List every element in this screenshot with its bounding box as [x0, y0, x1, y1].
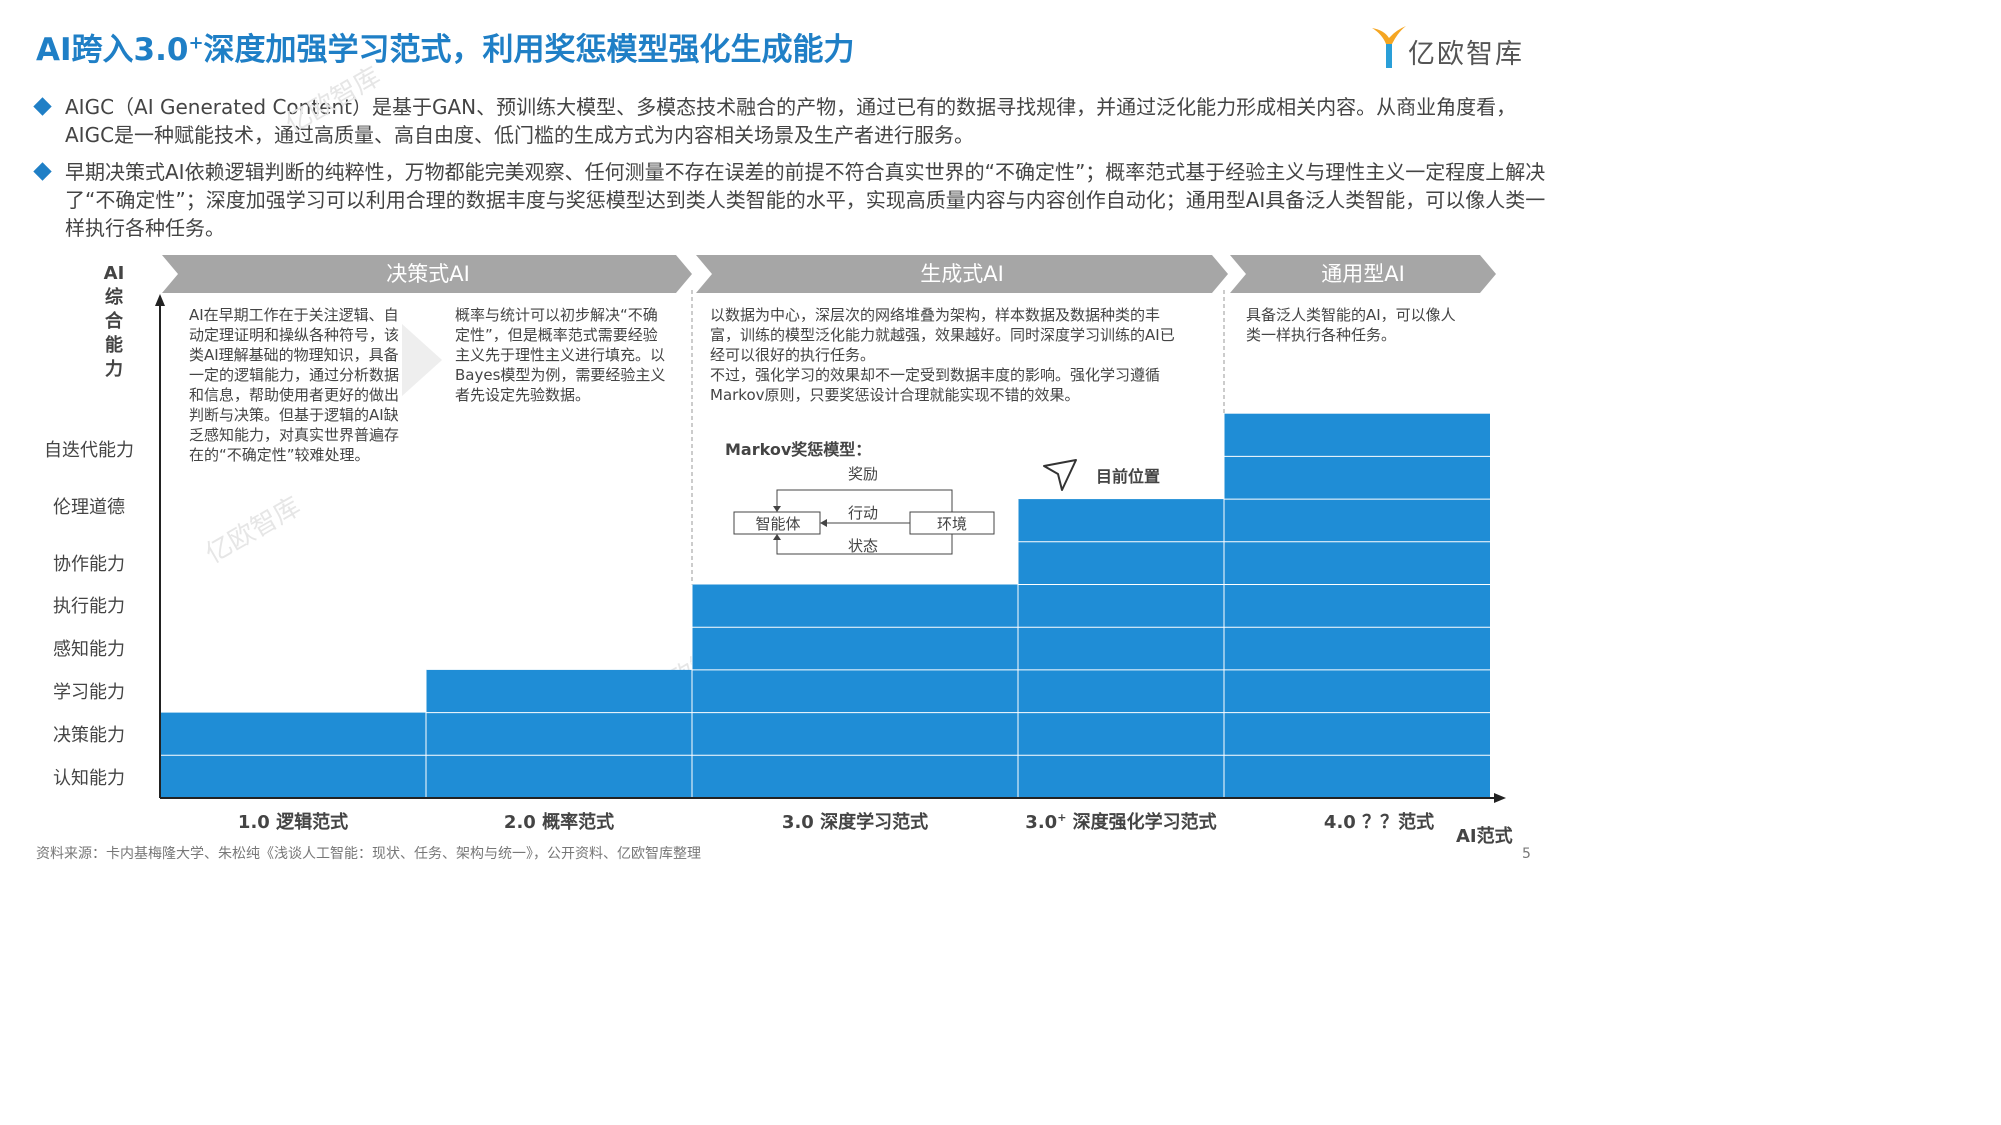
desc-logic: AI在早期工作在于关注逻辑、自动定理证明和操纵各种符号，该类AI理解基础的物理知…: [189, 306, 400, 464]
chart-bar: [692, 584, 1018, 798]
markov-diagram: [733, 489, 995, 555]
y-axis-arrow: [155, 294, 165, 306]
y-level-label: 协作能力: [53, 554, 125, 575]
current-position-label: 目前位置: [1096, 467, 1161, 486]
desc-probability: 概率与统计可以初步解决“不确定性”，但是概率范式需要经验主义先于理性主义进行填充…: [455, 306, 666, 404]
x-label-probability: 2.0 概率范式: [503, 812, 615, 833]
page-title: AI跨入3.0+深度加强学习范式，利用奖惩模型强化生成能力: [36, 32, 855, 68]
x-axis-arrow: [1494, 793, 1506, 803]
x-label-general: 4.0 ？？范式: [1323, 812, 1435, 833]
y-level-label: 认知能力: [53, 768, 125, 789]
page-number: 5: [1522, 846, 1531, 862]
y-axis-labels: 认知能力 决策能力 学习能力 感知能力 执行能力 协作能力 伦理道德 自迭代能力: [20, 0, 158, 884]
bullet-text: AIGC（AI Generated Content）是基于GAN、预训练大模型、…: [65, 95, 1517, 147]
markov-title: Markov奖惩模型：: [725, 440, 872, 459]
bullet-aigc: AIGC（AI Generated Content）是基于GAN、预训练大模型、…: [33, 93, 1546, 149]
y-level-label: 自迭代能力: [44, 440, 134, 461]
phase-label-decision: 决策式AI: [386, 262, 470, 286]
desc-deep-learning: 以数据为中心，深层次的网络堆叠为架构，样本数据及数据种类的丰富，训练的模型泛化能…: [710, 306, 1175, 404]
x-axis-title: AI范式: [1456, 826, 1513, 847]
source-note: 资料来源：卡内基梅隆大学、朱松纯《浅谈人工智能：现状、任务、架构与统一》，公开资…: [36, 846, 701, 862]
y-level-label: 伦理道德: [53, 497, 125, 518]
chart-bar: [1018, 499, 1224, 798]
bullet-text: 早期决策式AI依赖逻辑判断的纯粹性，万物都能完美观察、任何测量不存在误差的前提不…: [65, 160, 1546, 240]
phase-chevron-generative: [696, 255, 1228, 293]
capability-chart: [155, 290, 1506, 803]
bullet-paradigms: 早期决策式AI依赖逻辑判断的纯粹性，万物都能完美观察、任何测量不存在误差的前提不…: [33, 158, 1546, 242]
phase-chevrons: [162, 255, 1496, 293]
y-axis-title: AI综合能力: [103, 263, 125, 380]
y-level-label: 执行能力: [53, 596, 125, 617]
markov-environment: 环境: [936, 515, 967, 533]
desc-general: 具备泛人类智能的AI，可以像人类一样执行各种任务。: [1246, 306, 1456, 344]
x-label-logic: 1.0 逻辑范式: [237, 812, 349, 833]
y-level-label: 学习能力: [53, 682, 125, 703]
markov-agent: 智能体: [755, 515, 801, 533]
arrow-right-icon: [402, 324, 442, 396]
y-level-label: 感知能力: [53, 639, 125, 660]
markov-action: 行动: [848, 504, 879, 522]
location-pointer-icon: [1043, 459, 1077, 491]
logo-icon: [1372, 26, 1406, 68]
x-label-deep-reinforcement: 3.0+ 深度强化学习范式: [1025, 811, 1217, 833]
chart-bar: [426, 669, 692, 798]
phase-label-generative: 生成式AI: [920, 262, 1004, 286]
phase-chevron-decision: [162, 255, 692, 293]
logo-text: 亿欧智库: [1408, 39, 1524, 70]
markov-state: 状态: [848, 537, 879, 555]
markov-reward: 奖励: [848, 465, 879, 483]
phase-label-general: 通用型AI: [1321, 262, 1405, 286]
phase-chevron-general: [1230, 255, 1496, 293]
chart-bar: [1224, 413, 1490, 798]
brand-logo: 亿欧智库: [1368, 24, 1538, 72]
x-label-deep-learning: 3.0 深度学习范式: [781, 812, 929, 833]
y-level-label: 决策能力: [53, 725, 125, 746]
